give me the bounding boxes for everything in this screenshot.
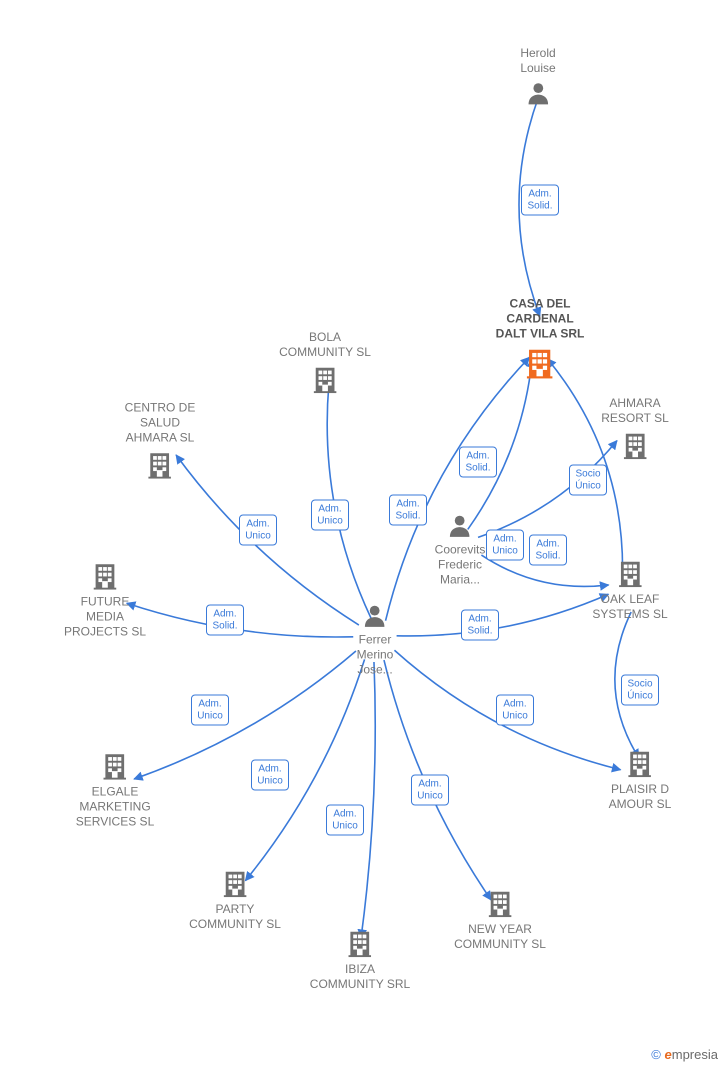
edge-label: Adm. Unico — [191, 695, 229, 726]
edge-label: Socio Único — [569, 465, 607, 496]
edges-layer — [0, 0, 728, 1070]
node-bola[interactable]: BOLA COMMUNITY SL — [279, 330, 371, 394]
edge-label: Socio Único — [621, 675, 659, 706]
node-label: PARTY COMMUNITY SL — [189, 902, 281, 932]
node-elgale[interactable]: ELGALE MARKETING SERVICES SL — [76, 751, 154, 830]
node-newyear[interactable]: NEW YEAR COMMUNITY SL — [454, 888, 546, 952]
edge-label: Adm. Unico — [311, 500, 349, 531]
node-plaisir[interactable]: PLAISIR D AMOUR SL — [609, 748, 672, 812]
node-label: OAK LEAF SYSTEMS SL — [592, 592, 667, 622]
node-label: IBIZA COMMUNITY SRL — [310, 962, 410, 992]
edge-ferrer-to-oak — [397, 594, 609, 636]
building-icon — [189, 868, 281, 898]
copyright-symbol: © — [651, 1047, 661, 1062]
building-icon — [601, 430, 669, 460]
edge-ferrer-to-ibiza — [361, 662, 375, 938]
node-label: AHMARA RESORT SL — [601, 396, 669, 426]
node-coorevits[interactable]: Coorevits Frederic Maria... — [435, 513, 486, 588]
building-icon — [496, 346, 585, 380]
brand-initial: e — [665, 1047, 672, 1062]
node-centro[interactable]: CENTRO DE SALUD AHMARA SL — [125, 401, 196, 480]
node-future[interactable]: FUTURE MEDIA PROJECTS SL — [64, 561, 146, 640]
edge-label: Adm. Unico — [486, 530, 524, 561]
edge-label: Adm. Solid. — [461, 610, 499, 641]
building-icon — [310, 928, 410, 958]
building-icon — [592, 558, 667, 588]
person-icon — [435, 513, 486, 539]
edge-label: Adm. Solid. — [529, 535, 567, 566]
building-icon — [609, 748, 672, 778]
diagram-canvas: Herold Louise CASA DEL CARDENAL DALT VIL… — [0, 0, 728, 1070]
edge-label: Adm. Unico — [239, 515, 277, 546]
edge-label: Adm. Unico — [411, 775, 449, 806]
node-label: NEW YEAR COMMUNITY SL — [454, 922, 546, 952]
node-label: FUTURE MEDIA PROJECTS SL — [64, 595, 146, 640]
node-label: Ferrer Merino Jose... — [357, 633, 394, 678]
node-label: PLAISIR D AMOUR SL — [609, 782, 672, 812]
node-herold[interactable]: Herold Louise — [520, 46, 555, 106]
edge-label: Adm. Unico — [326, 805, 364, 836]
edge-label: Adm. Unico — [251, 760, 289, 791]
edge-label: Adm. Solid. — [459, 447, 497, 478]
node-ibiza[interactable]: IBIZA COMMUNITY SRL — [310, 928, 410, 992]
edge-label: Adm. Solid. — [389, 495, 427, 526]
node-label: BOLA COMMUNITY SL — [279, 330, 371, 360]
node-oak[interactable]: OAK LEAF SYSTEMS SL — [592, 558, 667, 622]
building-icon — [76, 751, 154, 781]
edge-label: Adm. Solid. — [206, 605, 244, 636]
person-icon — [357, 603, 394, 629]
edge-label: Adm. Unico — [496, 695, 534, 726]
node-ahmara[interactable]: AHMARA RESORT SL — [601, 396, 669, 460]
edge-label: Adm. Solid. — [521, 185, 559, 216]
node-party[interactable]: PARTY COMMUNITY SL — [189, 868, 281, 932]
node-label: CASA DEL CARDENAL DALT VILA SRL — [496, 297, 585, 342]
edge-coorevits-to-casa — [468, 359, 532, 530]
node-ferrer[interactable]: Ferrer Merino Jose... — [357, 603, 394, 678]
brand-rest: mpresia — [672, 1047, 718, 1062]
node-label: Herold Louise — [520, 46, 555, 76]
node-label: CENTRO DE SALUD AHMARA SL — [125, 401, 196, 446]
building-icon — [454, 888, 546, 918]
node-label: Coorevits Frederic Maria... — [435, 543, 486, 588]
building-icon — [279, 364, 371, 394]
person-icon — [520, 80, 555, 106]
footer-attribution: © empresia — [651, 1047, 718, 1062]
building-icon — [64, 561, 146, 591]
node-label: ELGALE MARKETING SERVICES SL — [76, 785, 154, 830]
node-casa[interactable]: CASA DEL CARDENAL DALT VILA SRL — [496, 297, 585, 380]
edge-ferrer-to-elgale — [134, 651, 356, 779]
building-icon — [125, 450, 196, 480]
